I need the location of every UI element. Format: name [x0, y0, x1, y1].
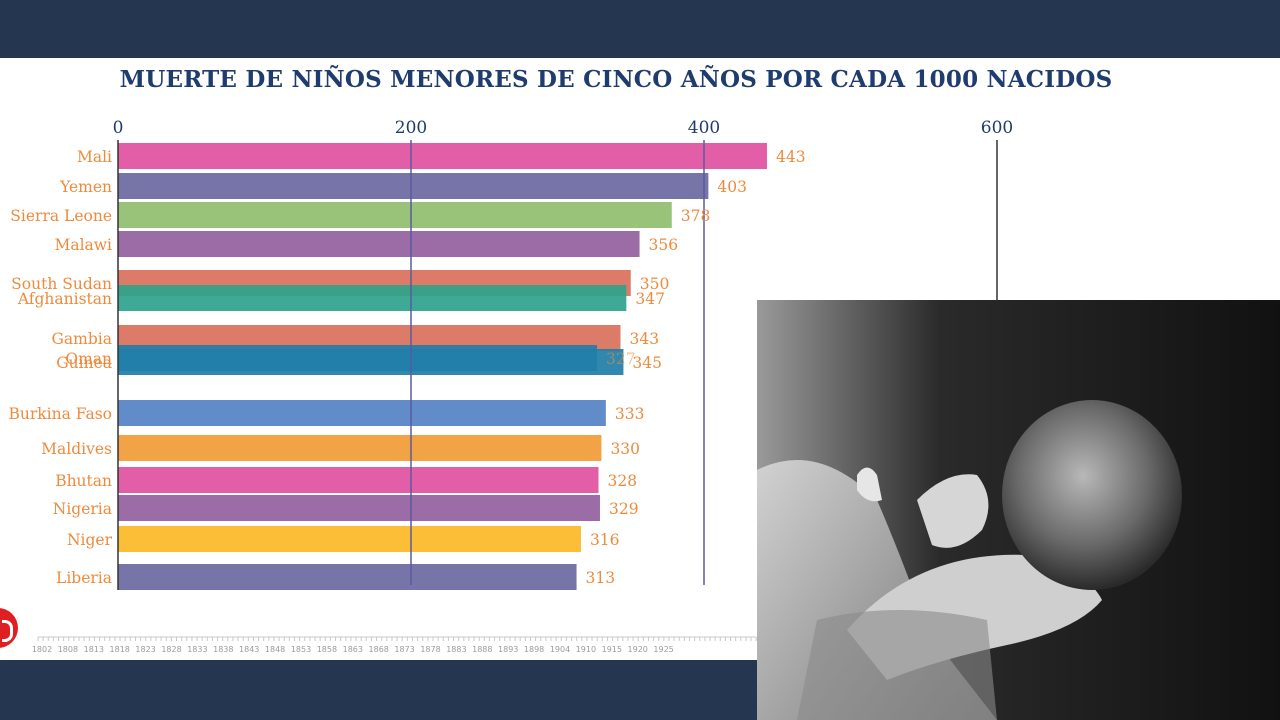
bar — [118, 435, 602, 461]
bar — [118, 202, 672, 228]
timeline-tick-label: 1888 — [472, 645, 492, 654]
timeline-tick-label: 1873 — [394, 645, 414, 654]
bar — [118, 143, 767, 169]
timeline-tick-label: 1823 — [135, 645, 155, 654]
category-label: Yemen — [59, 178, 112, 196]
timeline-tick-label: 1833 — [187, 645, 207, 654]
data-label: 347 — [635, 290, 665, 308]
timeline-tick-label: 1818 — [110, 645, 130, 654]
data-label: 403 — [717, 178, 747, 196]
timeline-tick-label: 1848 — [265, 645, 285, 654]
data-label: 356 — [649, 236, 679, 254]
timeline-tick-label: 1828 — [161, 645, 181, 654]
timeline-tick-label: 1858 — [317, 645, 337, 654]
category-label: Sierra Leone — [10, 207, 112, 225]
timeline-tick-label: 1813 — [84, 645, 104, 654]
x-tick-label: 600 — [981, 118, 1013, 138]
data-label: 350 — [640, 275, 670, 293]
bar — [118, 467, 599, 493]
data-label: 345 — [632, 354, 662, 372]
chart-title: MUERTE DE NIÑOS MENORES DE CINCO AÑOS PO… — [119, 66, 1113, 93]
timeline-tick-label: 1863 — [343, 645, 363, 654]
data-label: 327 — [606, 350, 636, 368]
category-label: Malawi — [54, 236, 112, 254]
data-label: 443 — [776, 148, 806, 166]
category-label: Nigeria — [53, 500, 112, 518]
bar — [118, 526, 581, 552]
data-label: 343 — [629, 330, 659, 348]
data-label: 329 — [609, 500, 639, 518]
category-label: Bhutan — [55, 472, 112, 490]
timeline-tick-label: 1893 — [498, 645, 518, 654]
bar — [118, 285, 627, 311]
data-label: 330 — [610, 440, 640, 458]
data-label: 378 — [681, 207, 711, 225]
category-label: Maldives — [41, 440, 112, 458]
bar — [118, 400, 606, 426]
category-label: South Sudan — [11, 275, 112, 293]
timeline-tick-label: 1904 — [550, 645, 570, 654]
x-tick-label: 200 — [395, 118, 427, 138]
timeline-tick-label: 1808 — [58, 645, 78, 654]
data-label: 316 — [590, 531, 620, 549]
bar — [118, 231, 640, 257]
timeline-tick-label: 1838 — [213, 645, 233, 654]
timeline-tick-label: 1878 — [420, 645, 440, 654]
timeline-tick-label: 1843 — [239, 645, 259, 654]
category-label: Burkina Faso — [8, 405, 112, 423]
category-label: Gambia — [52, 330, 112, 348]
category-label: Liberia — [56, 569, 112, 587]
x-tick-label: 400 — [688, 118, 720, 138]
baby-photo — [757, 300, 1280, 720]
timeline-tick-label: 1925 — [653, 645, 673, 654]
category-label: Niger — [67, 531, 113, 549]
timeline-tick-label: 1920 — [628, 645, 648, 654]
timeline-tick-label: 1915 — [602, 645, 622, 654]
data-label: 328 — [608, 472, 638, 490]
bar — [118, 495, 600, 521]
top-band — [0, 0, 1280, 58]
bar — [118, 173, 709, 199]
photo-illustration — [757, 300, 1280, 720]
data-label: 333 — [615, 405, 645, 423]
category-label: Afghanistan — [17, 290, 112, 308]
x-tick-label: 0 — [113, 118, 124, 138]
category-label: Oman — [65, 350, 112, 368]
bar — [118, 564, 577, 590]
timeline-tick-label: 1868 — [369, 645, 389, 654]
data-label: 313 — [586, 569, 616, 587]
timeline-tick-label: 1853 — [291, 645, 311, 654]
category-label: Guinea — [56, 354, 112, 372]
record-icon — [0, 608, 18, 648]
timeline-tick-label: 1910 — [576, 645, 596, 654]
timeline-tick-label: 1802 — [32, 645, 52, 654]
category-label: Mali — [77, 148, 112, 166]
bar — [118, 349, 624, 375]
timeline-tick-label: 1898 — [524, 645, 544, 654]
timeline-tick-label: 1883 — [446, 645, 466, 654]
